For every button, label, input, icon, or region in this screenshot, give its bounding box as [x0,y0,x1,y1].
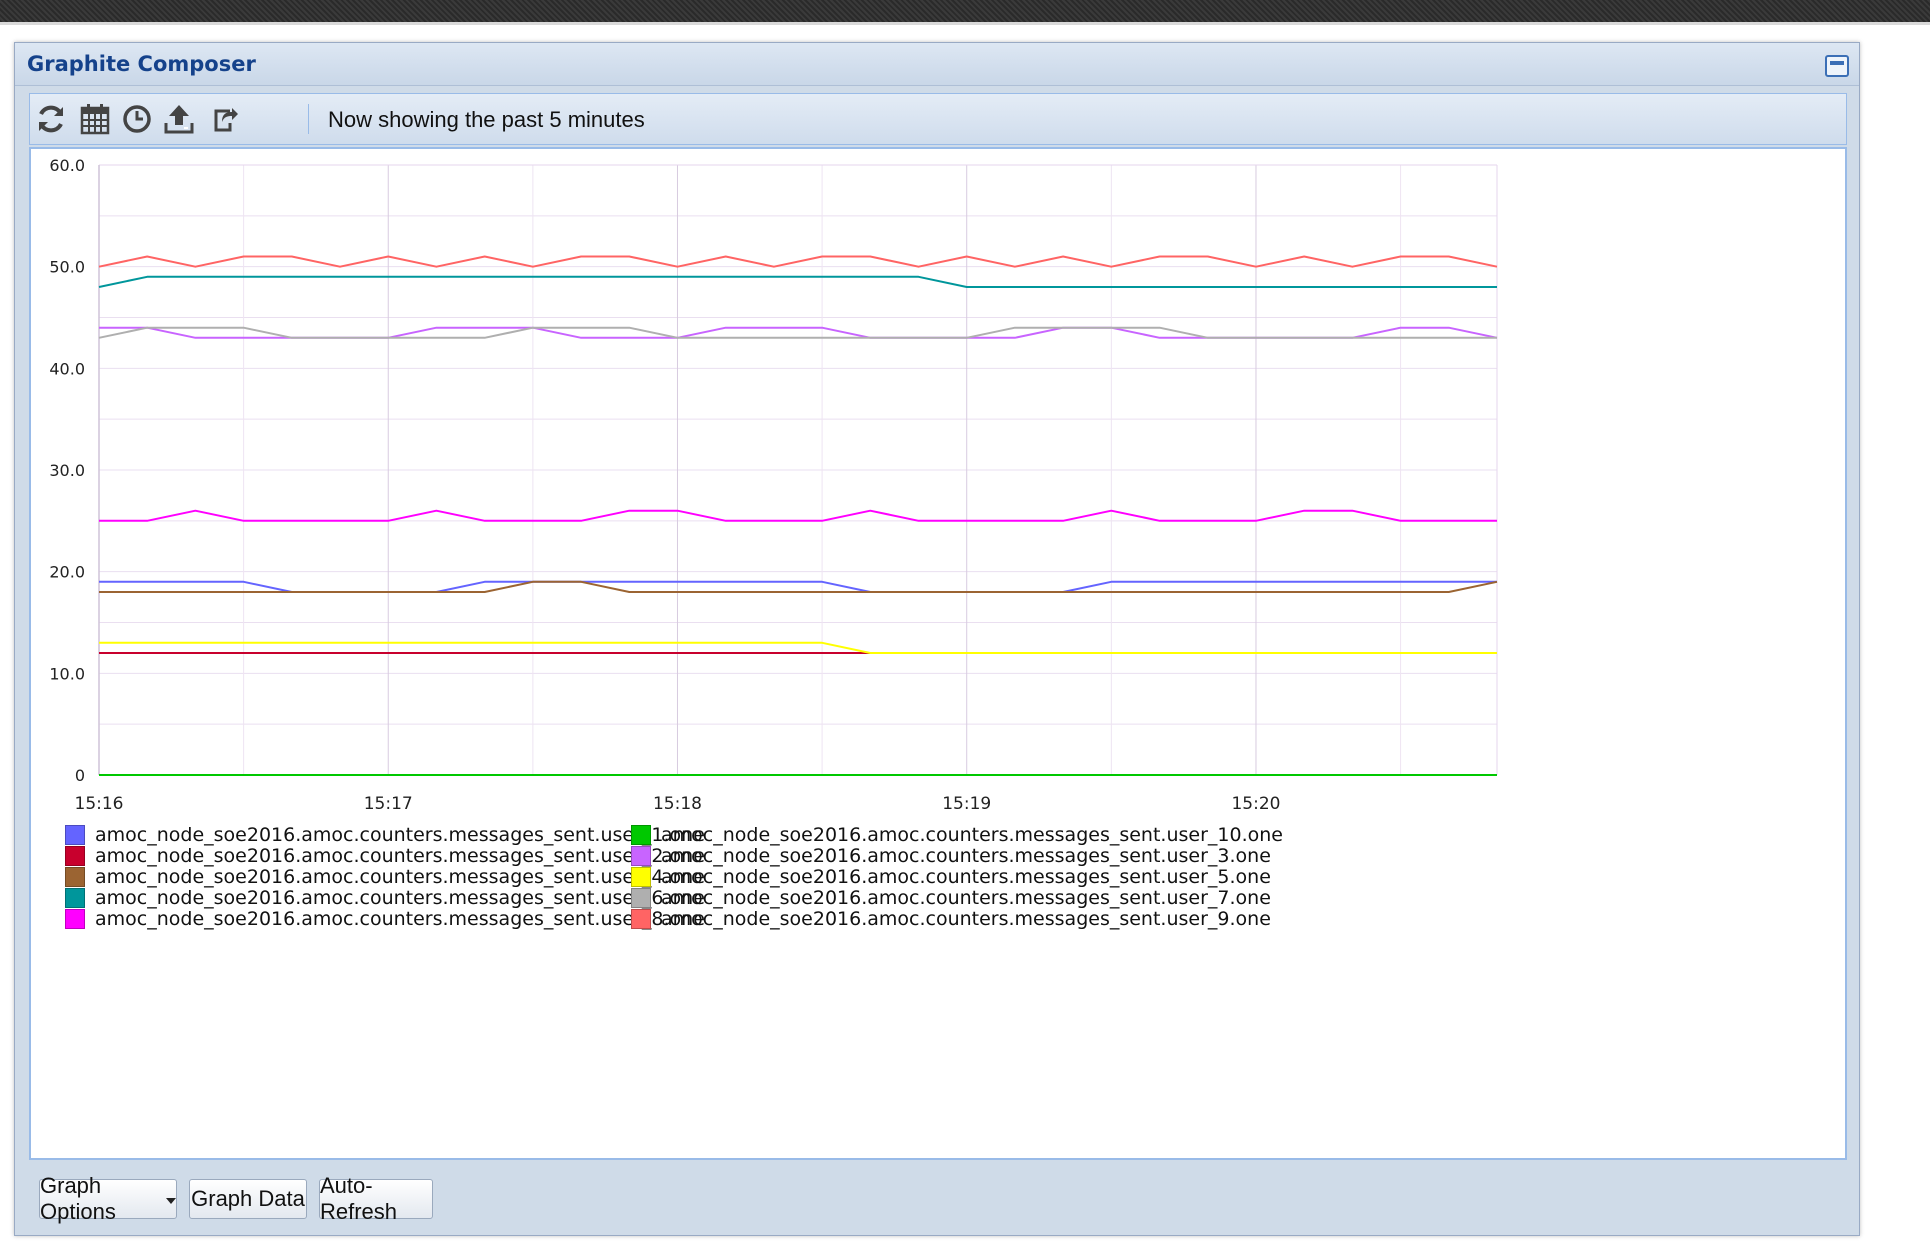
x-tick-label: 15:16 [75,794,124,814]
x-tick-label: 15:20 [1231,794,1280,814]
toolbar-separator [308,104,309,134]
share-icon[interactable] [204,102,238,136]
graph-panel: 60.0 50.0 40.0 30.0 20.0 10.0 0 15:16 15:17 15:18… [29,147,1847,1160]
series-line-9 [98,326,1497,339]
graph-options-label: Graph Options [40,1173,116,1224]
calendar-icon[interactable] [78,102,112,136]
composer-toolbar: Now showing the past 5 minutes [29,93,1847,145]
series-line-8 [99,641,1497,654]
y-tick-label: 40.0 [49,359,85,378]
series-line-3 [99,580,1498,593]
series-line-10 [98,255,1498,268]
window-titlebar[interactable]: Graphite Composer [15,43,1859,86]
upload-icon[interactable] [162,102,196,136]
y-tick-label: 30.0 [49,461,85,480]
y-tick-label: 50.0 [49,258,85,277]
graphite-composer-window: Graphite Composer Now showing the past 5… [14,42,1860,1236]
series-line-7 [99,326,1498,339]
window-title: Graphite Composer [27,52,256,76]
chevron-down-icon [166,1197,176,1204]
desktop-top-bar [0,0,1930,25]
series-line-1 [99,580,1497,593]
graph-image: 60.0 50.0 40.0 30.0 20.0 10.0 0 15:16 15:17 15:18… [49,156,1498,814]
y-tick-label: 0 [75,766,85,785]
graph-data-button[interactable]: Graph Data [189,1179,307,1219]
y-tick-label: 10.0 [49,664,85,683]
refresh-icon[interactable] [34,102,68,136]
y-tick-label: 60.0 [49,156,85,175]
y-tick-label: 20.0 [49,563,85,582]
series-line-4 [98,275,1497,288]
clock-icon[interactable] [120,102,154,136]
time-range-status: Now showing the past 5 minutes [328,107,645,132]
x-tick-label: 15:19 [942,794,991,814]
auto-refresh-button[interactable]: Auto-Refresh [319,1173,433,1224]
minimize-icon[interactable] [1825,55,1849,77]
x-tick-label: 15:17 [364,794,413,814]
bottom-button-bar: Graph Options Graph Data Auto-Refresh [15,1165,1859,1235]
graph-options-button[interactable]: Graph Options [39,1173,177,1224]
x-tick-label: 15:18 [653,794,702,814]
series-line-5 [99,509,1497,522]
